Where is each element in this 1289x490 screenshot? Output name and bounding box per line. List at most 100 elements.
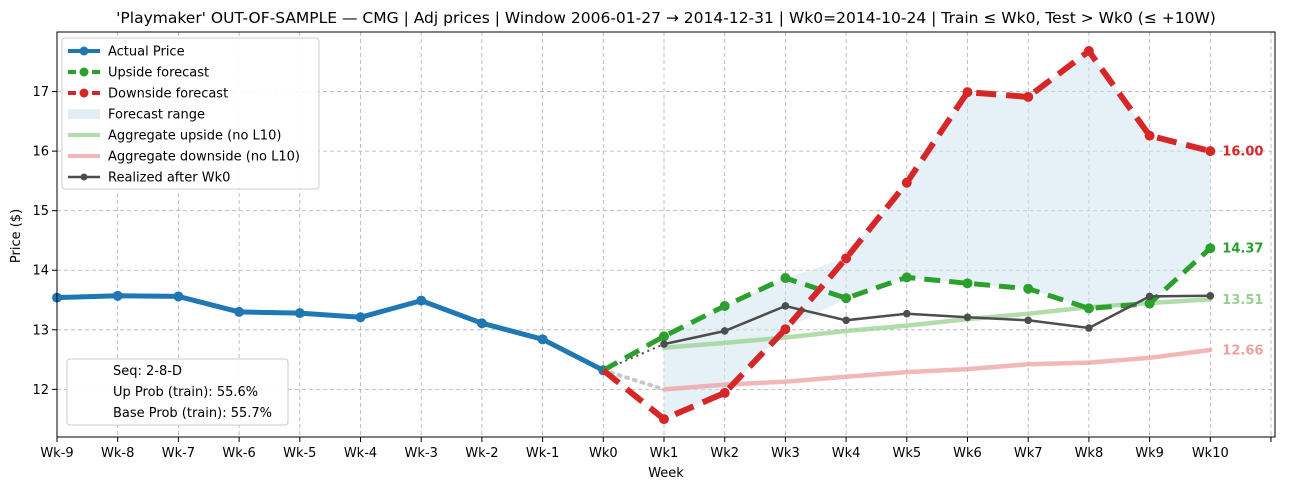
realized-point xyxy=(720,327,729,335)
actual-price-point xyxy=(294,308,305,319)
downside-forecast-point xyxy=(901,177,912,188)
upside-forecast-point xyxy=(901,272,912,283)
x-tick-label: Wk4 xyxy=(832,446,861,461)
y-tick-label: 16 xyxy=(32,145,49,160)
end-label-agg_down: 12.66 xyxy=(1222,344,1263,359)
upside-forecast-point xyxy=(780,272,791,283)
actual-price-line xyxy=(56,293,605,373)
legend-marker-actual xyxy=(79,46,89,56)
realized-point xyxy=(963,313,972,322)
y-tick-label: 13 xyxy=(32,323,49,338)
x-tick-label: Wk8 xyxy=(1075,446,1104,461)
y-axis-label: Price ($) xyxy=(9,209,24,263)
legend-label-upside: Upside forecast xyxy=(108,66,209,81)
realized-point xyxy=(1085,324,1093,332)
end-label-agg_up: 13.51 xyxy=(1222,293,1263,308)
downside-forecast-point xyxy=(1023,91,1034,102)
aggregate-upside-line xyxy=(661,297,1213,350)
downside-forecast-point xyxy=(1144,130,1155,141)
legend-marker-downside xyxy=(79,88,89,98)
info-box-line: Seq: 2-8-D xyxy=(113,364,182,379)
x-tick-label: Wk-2 xyxy=(465,446,498,461)
end-labels: 16.00 14.37 13.51 12.66 xyxy=(1222,145,1263,359)
axes: Wk-9 Wk-8 Wk-7 Wk-6 Wk-5 Wk-4 Wk-3 Wk-2 Wk-1 Wk0 W… xyxy=(32,85,1272,461)
y-tick-label: 17 xyxy=(32,85,49,100)
x-tick-label: Wk3 xyxy=(771,446,800,461)
realized-point xyxy=(1024,316,1032,325)
end-label-upside: 14.37 xyxy=(1222,242,1263,257)
realized-point xyxy=(1145,292,1154,301)
x-tick-label: Wk1 xyxy=(650,446,679,461)
legend-frame xyxy=(61,37,320,190)
x-axis-label: Week xyxy=(648,466,684,481)
legend: Actual Price Upside forecast Downside fore… xyxy=(61,37,320,190)
x-tick-label: Wk7 xyxy=(1014,446,1043,461)
realized-point xyxy=(1206,292,1215,300)
plot-frame xyxy=(56,31,1276,438)
info-box: Seq: 2-8-D Up Prob (train): 55.6% Base Pro… xyxy=(66,358,289,426)
bridge-line xyxy=(602,343,665,372)
actual-price-point xyxy=(173,291,184,302)
x-tick-label: Wk-9 xyxy=(40,446,73,461)
plot-area xyxy=(52,46,1216,425)
realized-point xyxy=(660,340,668,348)
downside-forecast-point xyxy=(1083,46,1094,57)
aggregate-downside-line xyxy=(661,347,1213,392)
upside-forecast-point xyxy=(1023,283,1034,294)
info-box-line: Up Prob (train): 55.6% xyxy=(113,385,258,400)
legend-label-range: Forecast range xyxy=(108,108,205,123)
legend-swatch-range xyxy=(68,109,100,119)
realized-point xyxy=(842,316,850,325)
actual-price-point xyxy=(476,318,487,329)
actual-price-point xyxy=(537,334,548,345)
x-tick-label: Wk0 xyxy=(589,446,618,461)
x-tick-label: Wk-5 xyxy=(283,446,316,461)
x-tick-label: Wk9 xyxy=(1135,446,1164,461)
y-tick-label: 12 xyxy=(32,383,49,398)
end-label-downside: 16.00 xyxy=(1222,145,1263,160)
upside-forecast-point xyxy=(1083,303,1094,314)
downside-forecast-point xyxy=(659,414,669,425)
actual-price-point xyxy=(416,295,427,306)
x-tick-label: Wk6 xyxy=(953,446,982,461)
realized-point xyxy=(781,302,790,310)
x-tick-label: Wk-4 xyxy=(344,446,377,461)
x-tick-label: Wk10 xyxy=(1192,446,1229,461)
x-tick-label: Wk-1 xyxy=(526,446,559,461)
forecast-range-band xyxy=(664,51,1211,420)
actual-price-point xyxy=(355,312,366,323)
bridge-line xyxy=(601,368,666,392)
legend-label-realized: Realized after Wk0 xyxy=(108,171,230,186)
legend-marker-upside xyxy=(79,67,89,77)
info-box-frame xyxy=(66,358,289,426)
actual-price-point xyxy=(234,306,245,317)
upside-forecast-point xyxy=(1205,243,1216,254)
upside-forecast-point xyxy=(719,300,730,311)
realized-point xyxy=(903,309,911,318)
legend-label-downside: Downside forecast xyxy=(108,87,228,102)
x-tick-label: Wk2 xyxy=(710,446,739,461)
upside-forecast-point xyxy=(659,331,669,342)
info-box-line: Base Prob (train): 55.7% xyxy=(113,406,272,421)
legend-label-agg_up: Aggregate upside (no L10) xyxy=(108,129,281,144)
realized-line xyxy=(663,294,1211,346)
downside-forecast-point xyxy=(841,253,852,264)
x-tick-label: Wk5 xyxy=(892,446,921,461)
actual-price-point xyxy=(112,290,123,301)
legend-label-agg_down: Aggregate downside (no L10) xyxy=(108,150,300,165)
x-tick-label: Wk-3 xyxy=(405,446,438,461)
upside-forecast-point xyxy=(962,278,973,289)
legend-label-actual: Actual Price xyxy=(108,45,185,60)
downside-forecast-point xyxy=(962,87,973,98)
downside-forecast-point xyxy=(780,324,791,335)
x-tick-label: Wk-8 xyxy=(101,446,134,461)
chart-title: 'Playmaker' OUT-OF-SAMPLE — CMG | Adj pr… xyxy=(116,9,1216,27)
legend-marker-realized xyxy=(80,173,88,181)
upside-forecast-point xyxy=(841,293,852,304)
x-tick-label: Wk-6 xyxy=(222,446,255,461)
upside-forecast-point xyxy=(1144,298,1155,309)
downside-forecast-point xyxy=(719,387,730,398)
x-tick-label: Wk-7 xyxy=(162,446,195,461)
y-tick-label: 14 xyxy=(32,264,49,279)
